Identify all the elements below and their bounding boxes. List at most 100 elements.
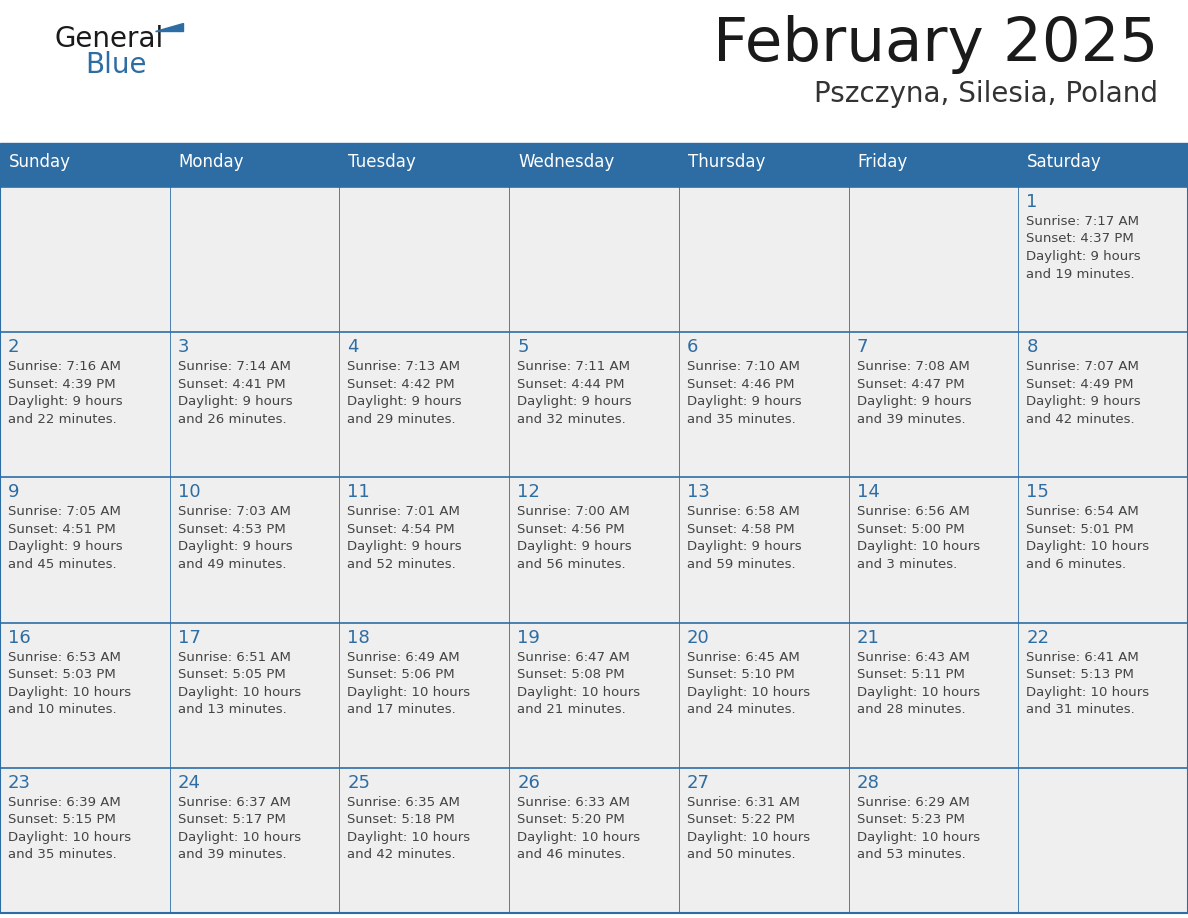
Text: Daylight: 10 hours: Daylight: 10 hours (687, 831, 810, 844)
Bar (340, 767, 510, 913)
Text: Sunrise: 6:47 AM: Sunrise: 6:47 AM (517, 651, 630, 664)
Bar (340, 149, 510, 187)
Text: Sunset: 4:39 PM: Sunset: 4:39 PM (8, 377, 115, 391)
Text: Sunrise: 6:37 AM: Sunrise: 6:37 AM (178, 796, 291, 809)
Text: 6: 6 (687, 338, 699, 356)
Bar (848, 767, 1018, 913)
Text: 28: 28 (857, 774, 879, 792)
Text: and 13 minutes.: and 13 minutes. (178, 703, 286, 716)
Text: Sunset: 5:10 PM: Sunset: 5:10 PM (687, 668, 795, 681)
Text: 12: 12 (517, 484, 541, 501)
Bar (510, 622, 678, 767)
Text: Sunset: 5:17 PM: Sunset: 5:17 PM (178, 813, 285, 826)
Text: Daylight: 10 hours: Daylight: 10 hours (8, 686, 131, 699)
Text: Sunrise: 7:13 AM: Sunrise: 7:13 AM (347, 360, 461, 374)
Text: Sunset: 5:20 PM: Sunset: 5:20 PM (517, 813, 625, 826)
Bar (848, 622, 1018, 767)
Text: Tuesday: Tuesday (348, 153, 416, 171)
Bar (0, 332, 170, 477)
Text: Sunset: 5:23 PM: Sunset: 5:23 PM (857, 813, 965, 826)
Bar (0, 187, 170, 332)
Text: Saturday: Saturday (1028, 153, 1102, 171)
Text: 19: 19 (517, 629, 541, 646)
Text: 2: 2 (8, 338, 19, 356)
Text: Sunset: 5:00 PM: Sunset: 5:00 PM (857, 523, 965, 536)
Text: Sunrise: 6:35 AM: Sunrise: 6:35 AM (347, 796, 460, 809)
Bar (1018, 622, 1188, 767)
Bar (340, 622, 510, 767)
Text: Sunrise: 6:39 AM: Sunrise: 6:39 AM (8, 796, 121, 809)
Text: Daylight: 9 hours: Daylight: 9 hours (178, 541, 292, 554)
Text: Sunrise: 7:00 AM: Sunrise: 7:00 AM (517, 506, 630, 519)
Text: Daylight: 10 hours: Daylight: 10 hours (178, 686, 301, 699)
Text: Sunset: 4:44 PM: Sunset: 4:44 PM (517, 377, 625, 391)
Text: Daylight: 10 hours: Daylight: 10 hours (517, 686, 640, 699)
Text: Sunset: 5:05 PM: Sunset: 5:05 PM (178, 668, 285, 681)
Text: Daylight: 10 hours: Daylight: 10 hours (347, 686, 470, 699)
Text: and 39 minutes.: and 39 minutes. (178, 848, 286, 861)
Text: and 22 minutes.: and 22 minutes. (8, 413, 116, 426)
Text: and 17 minutes.: and 17 minutes. (347, 703, 456, 716)
Text: 11: 11 (347, 484, 371, 501)
Text: and 42 minutes.: and 42 minutes. (1026, 413, 1135, 426)
Text: Sunset: 4:56 PM: Sunset: 4:56 PM (517, 523, 625, 536)
Text: and 19 minutes.: and 19 minutes. (1026, 267, 1135, 281)
Text: and 45 minutes.: and 45 minutes. (8, 558, 116, 571)
Bar (170, 149, 340, 187)
Text: 20: 20 (687, 629, 709, 646)
Bar (678, 149, 848, 187)
Text: Sunrise: 6:53 AM: Sunrise: 6:53 AM (8, 651, 121, 664)
Text: Sunrise: 7:11 AM: Sunrise: 7:11 AM (517, 360, 630, 374)
Text: General: General (55, 25, 164, 53)
Text: Daylight: 9 hours: Daylight: 9 hours (347, 396, 462, 409)
Text: 4: 4 (347, 338, 359, 356)
Text: and 35 minutes.: and 35 minutes. (8, 848, 116, 861)
Text: 14: 14 (857, 484, 879, 501)
Text: and 52 minutes.: and 52 minutes. (347, 558, 456, 571)
Text: and 50 minutes.: and 50 minutes. (687, 848, 796, 861)
Text: 23: 23 (8, 774, 31, 792)
Text: Daylight: 10 hours: Daylight: 10 hours (178, 831, 301, 844)
Text: Sunset: 5:08 PM: Sunset: 5:08 PM (517, 668, 625, 681)
Text: Daylight: 9 hours: Daylight: 9 hours (1026, 396, 1140, 409)
Text: Daylight: 9 hours: Daylight: 9 hours (517, 541, 632, 554)
Text: 21: 21 (857, 629, 879, 646)
Text: 25: 25 (347, 774, 371, 792)
Text: and 31 minutes.: and 31 minutes. (1026, 703, 1135, 716)
Bar (1018, 477, 1188, 622)
Text: Sunrise: 6:45 AM: Sunrise: 6:45 AM (687, 651, 800, 664)
Text: 27: 27 (687, 774, 710, 792)
Bar (848, 477, 1018, 622)
Text: Daylight: 9 hours: Daylight: 9 hours (8, 541, 122, 554)
Text: Sunrise: 7:10 AM: Sunrise: 7:10 AM (687, 360, 800, 374)
Text: 26: 26 (517, 774, 541, 792)
Text: February 2025: February 2025 (713, 15, 1158, 74)
Text: Monday: Monday (178, 153, 245, 171)
Text: and 39 minutes.: and 39 minutes. (857, 413, 965, 426)
Text: Sunset: 5:11 PM: Sunset: 5:11 PM (857, 668, 965, 681)
Text: Daylight: 10 hours: Daylight: 10 hours (517, 831, 640, 844)
Text: Sunset: 5:01 PM: Sunset: 5:01 PM (1026, 523, 1135, 536)
Bar (170, 622, 340, 767)
Text: and 24 minutes.: and 24 minutes. (687, 703, 796, 716)
Text: Thursday: Thursday (688, 153, 765, 171)
Bar (1018, 149, 1188, 187)
Bar (678, 187, 848, 332)
Bar (0, 149, 170, 187)
Text: and 3 minutes.: and 3 minutes. (857, 558, 956, 571)
Text: Sunset: 4:53 PM: Sunset: 4:53 PM (178, 523, 285, 536)
Text: Daylight: 10 hours: Daylight: 10 hours (687, 686, 810, 699)
Text: Sunrise: 7:16 AM: Sunrise: 7:16 AM (8, 360, 121, 374)
Text: and 35 minutes.: and 35 minutes. (687, 413, 796, 426)
Bar (678, 477, 848, 622)
Text: Sunset: 5:15 PM: Sunset: 5:15 PM (8, 813, 116, 826)
Text: Sunrise: 6:41 AM: Sunrise: 6:41 AM (1026, 651, 1139, 664)
Text: and 59 minutes.: and 59 minutes. (687, 558, 796, 571)
Bar (678, 767, 848, 913)
Text: Daylight: 9 hours: Daylight: 9 hours (687, 541, 802, 554)
Text: and 53 minutes.: and 53 minutes. (857, 848, 966, 861)
Text: Sunset: 5:22 PM: Sunset: 5:22 PM (687, 813, 795, 826)
Text: Sunrise: 6:33 AM: Sunrise: 6:33 AM (517, 796, 630, 809)
Text: Daylight: 10 hours: Daylight: 10 hours (8, 831, 131, 844)
Text: Sunset: 4:58 PM: Sunset: 4:58 PM (687, 523, 795, 536)
